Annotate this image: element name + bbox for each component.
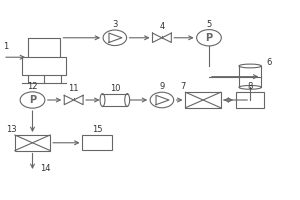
Bar [236,92,264,108]
Text: 9: 9 [159,82,164,91]
Text: 11: 11 [68,84,79,93]
Text: 4: 4 [159,22,164,31]
Text: 5: 5 [206,20,211,29]
Text: 8: 8 [248,82,253,91]
Text: 13: 13 [7,125,17,134]
Text: 14: 14 [40,164,50,173]
Bar [185,92,221,108]
Text: P: P [206,33,212,43]
Bar [82,135,112,150]
Text: P: P [29,95,36,105]
Text: 12: 12 [27,82,38,91]
Text: 10: 10 [110,84,120,93]
Text: 6: 6 [266,58,272,67]
Text: 1: 1 [3,42,9,51]
Bar [15,135,50,151]
Text: 3: 3 [112,20,118,29]
Text: 7: 7 [180,82,185,91]
Text: 15: 15 [92,125,103,134]
